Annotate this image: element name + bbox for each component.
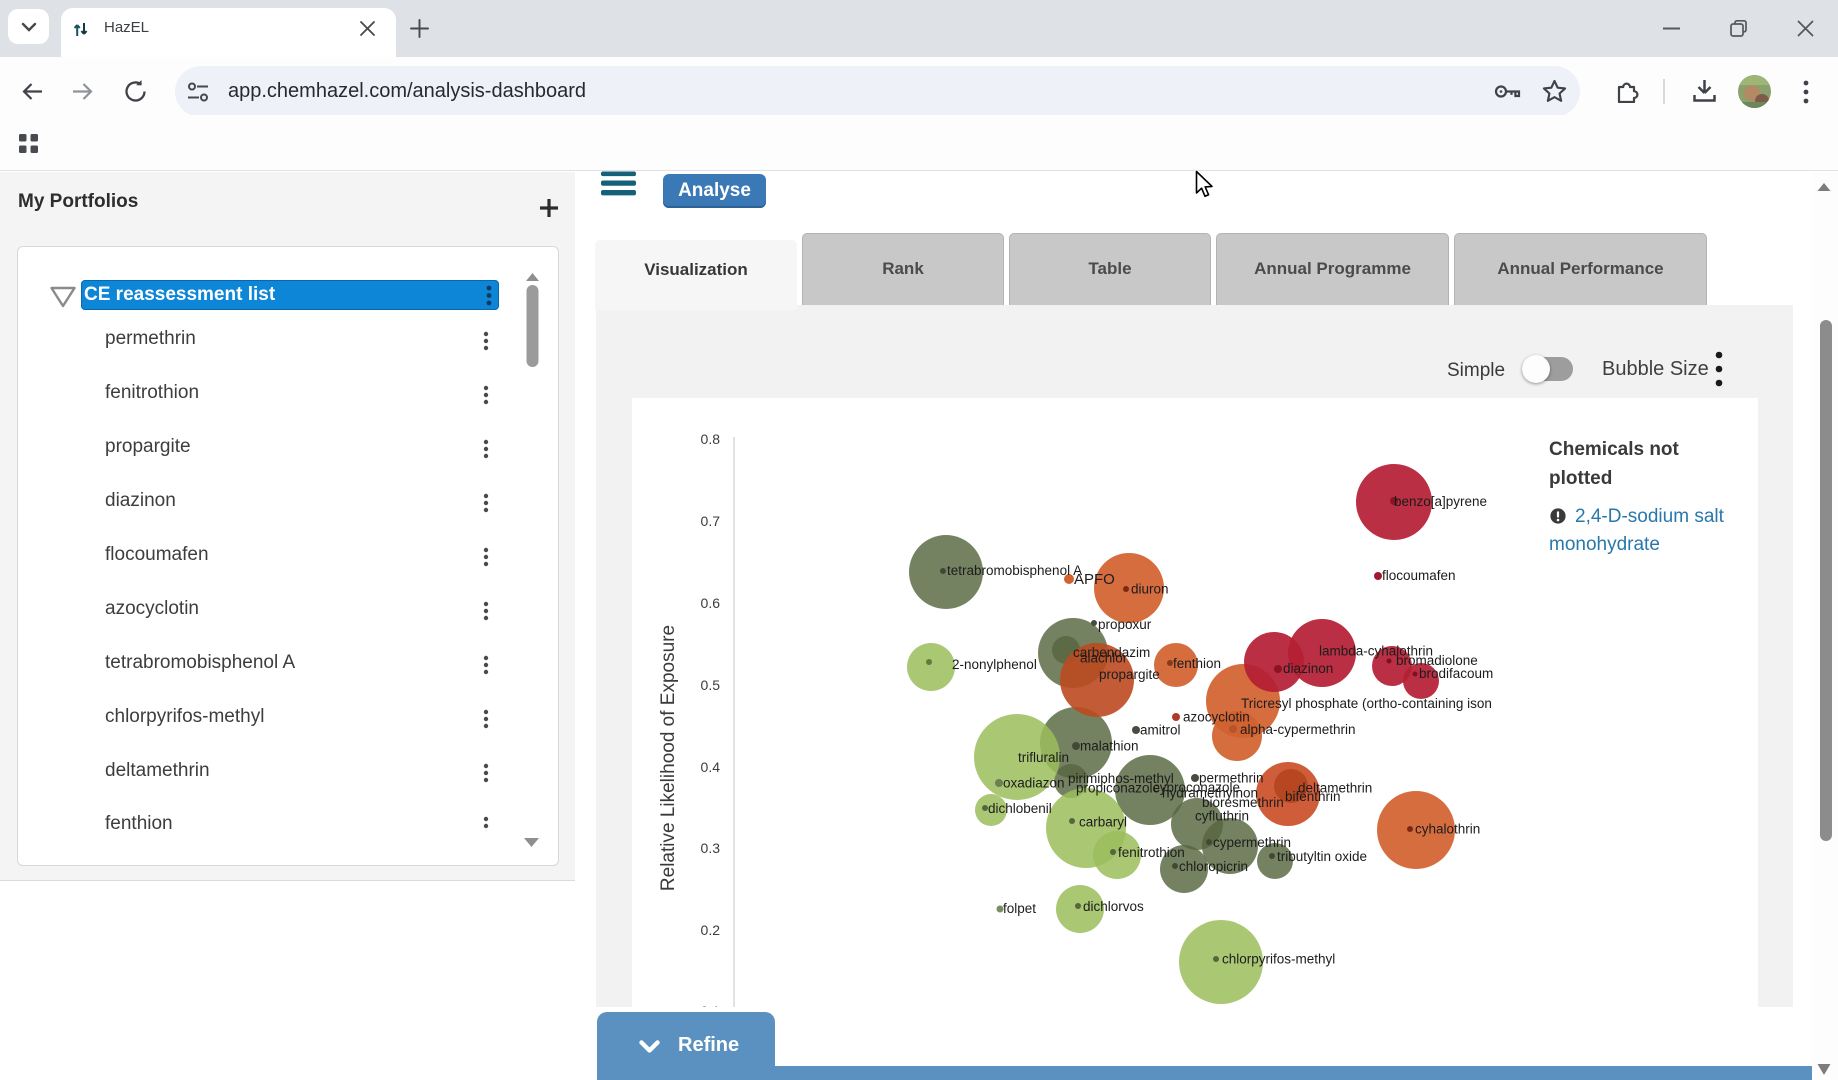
- svg-text:trifluralin: trifluralin: [1018, 750, 1069, 765]
- svg-text:deltamethrin: deltamethrin: [1298, 781, 1372, 796]
- svg-text:diazinon: diazinon: [1283, 661, 1333, 676]
- svg-text:permethrin: permethrin: [1199, 771, 1264, 786]
- svg-text:0.6: 0.6: [701, 595, 721, 611]
- svg-text:pirimiphos-methyl: pirimiphos-methyl: [1068, 771, 1174, 786]
- svg-text:0.4: 0.4: [701, 759, 721, 775]
- svg-text:propiconazole: propiconazole: [1076, 781, 1160, 796]
- svg-text:tetrabromobisphenol A: tetrabromobisphenol A: [947, 563, 1082, 578]
- svg-text:propoxur: propoxur: [1098, 617, 1152, 632]
- svg-text:folpet: folpet: [1003, 901, 1036, 916]
- svg-text:amitrol: amitrol: [1140, 723, 1181, 738]
- svg-text:diuron: diuron: [1131, 582, 1169, 597]
- svg-text:chloropicrin: chloropicrin: [1179, 859, 1248, 874]
- svg-text:Relative Likelihood of Exposur: Relative Likelihood of Exposure: [658, 625, 679, 891]
- svg-text:alpha-cypermethrin: alpha-cypermethrin: [1240, 722, 1356, 737]
- svg-text:0.8: 0.8: [701, 431, 721, 447]
- svg-text:2-nonylphenol: 2-nonylphenol: [952, 657, 1037, 672]
- svg-text:dichlorvos: dichlorvos: [1083, 899, 1144, 914]
- svg-text:cypermethrin: cypermethrin: [1213, 835, 1291, 850]
- svg-text:carbendazim: carbendazim: [1073, 645, 1150, 660]
- svg-text:cyproconazole: cyproconazole: [1153, 780, 1240, 795]
- svg-text:oxadiazon: oxadiazon: [1003, 776, 1065, 791]
- svg-text:bioresmethrin: bioresmethrin: [1202, 795, 1284, 810]
- svg-text:hydramethylnon: hydramethylnon: [1162, 786, 1258, 801]
- svg-text:fenitrothion: fenitrothion: [1118, 845, 1185, 860]
- svg-text:0.5: 0.5: [701, 677, 721, 693]
- svg-text:0.2: 0.2: [701, 922, 721, 938]
- svg-text:carbaryl: carbaryl: [1079, 815, 1127, 830]
- svg-text:0.1: 0.1: [701, 1003, 721, 1007]
- svg-text:propargite: propargite: [1099, 667, 1160, 682]
- svg-text:alachlor: alachlor: [1080, 651, 1128, 666]
- svg-text:fenthion: fenthion: [1173, 656, 1221, 671]
- svg-text:cyfluthrin: cyfluthrin: [1195, 809, 1249, 824]
- svg-text:azocyclotin: azocyclotin: [1183, 710, 1250, 725]
- svg-text:Tricresyl phosphate (ortho-con: Tricresyl phosphate (ortho-containing is…: [1241, 696, 1492, 711]
- svg-text:bromadiolone: bromadiolone: [1396, 653, 1478, 668]
- svg-text:bifenthrin: bifenthrin: [1285, 789, 1341, 804]
- svg-text:cyhalothrin: cyhalothrin: [1415, 822, 1480, 837]
- svg-text:chlorpyrifos-methyl: chlorpyrifos-methyl: [1222, 952, 1335, 967]
- svg-text:dichlobenil: dichlobenil: [988, 801, 1052, 816]
- svg-text:0.3: 0.3: [701, 840, 721, 856]
- svg-text:benzo[a]pyrene: benzo[a]pyrene: [1394, 494, 1487, 509]
- svg-text:brodifacoum: brodifacoum: [1419, 666, 1493, 681]
- svg-text:malathion: malathion: [1080, 739, 1139, 754]
- svg-text:lambda-cyhalothrin: lambda-cyhalothrin: [1319, 644, 1433, 659]
- svg-text:flocoumafen: flocoumafen: [1382, 568, 1456, 583]
- svg-text:tributyltin oxide: tributyltin oxide: [1277, 849, 1367, 864]
- svg-text:APFO: APFO: [1074, 571, 1115, 588]
- svg-text:0.7: 0.7: [701, 513, 721, 529]
